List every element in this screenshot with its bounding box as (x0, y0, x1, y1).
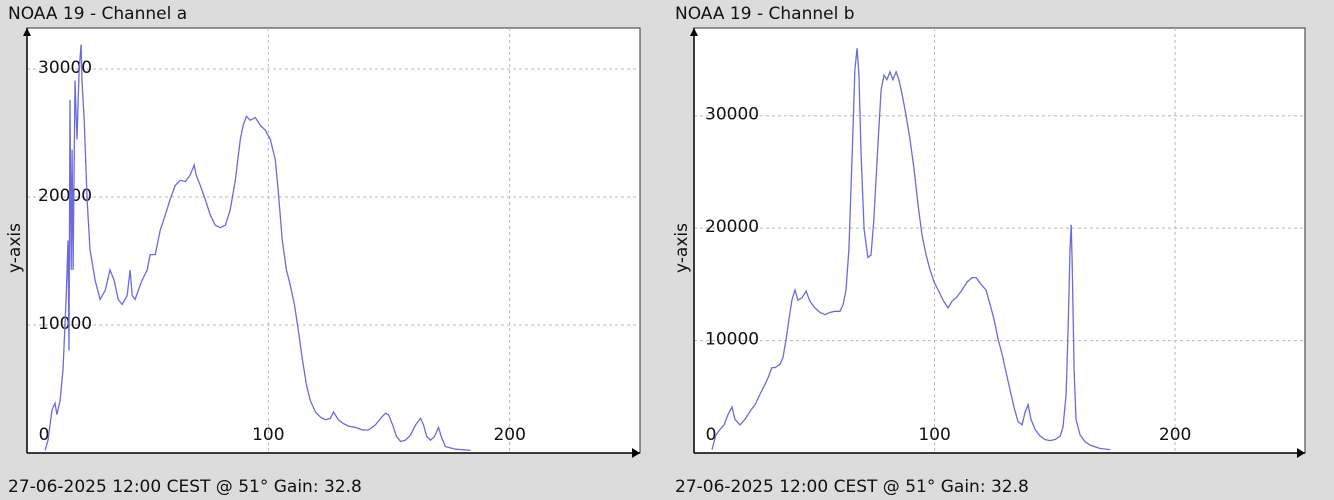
y-axis-label: y-axis (5, 223, 25, 273)
y-tick-label: 10000 (705, 330, 759, 350)
x-tick-label: 0 (39, 425, 50, 445)
plot-area (693, 27, 1306, 454)
y-axis-arrow (690, 28, 698, 36)
chart-title: NOAA 19 - Channel a (8, 4, 187, 24)
y-tick-label: 20000 (705, 217, 759, 237)
x-axis-arrow (632, 448, 640, 458)
data-line (44, 44, 471, 452)
y-tick-label: 20000 (38, 186, 92, 206)
footer-text: 27-06-2025 12:00 CEST @ 51° Gain: 32.8 (675, 477, 1029, 497)
y-tick-label: 30000 (38, 58, 92, 78)
x-tick-label: 100 (918, 425, 950, 445)
plot-area (26, 27, 641, 454)
footer-text: 27-06-2025 12:00 CEST @ 51° Gain: 32.8 (8, 477, 362, 497)
x-tick-label: 0 (706, 425, 717, 445)
y-tick-label: 30000 (705, 105, 759, 125)
x-tick-label: 200 (1159, 425, 1191, 445)
y-axis-label: y-axis (672, 223, 692, 273)
y-axis-arrow (23, 28, 31, 36)
data-line (711, 48, 1111, 451)
x-axis-arrow (1297, 448, 1305, 458)
x-tick-label: 100 (252, 425, 284, 445)
x-tick-label: 200 (493, 425, 525, 445)
chart-title: NOAA 19 - Channel b (675, 4, 855, 24)
chart-panel: NOAA 19 - Channel b 10000 20000 30000 0 100 20… (672, 4, 1306, 497)
